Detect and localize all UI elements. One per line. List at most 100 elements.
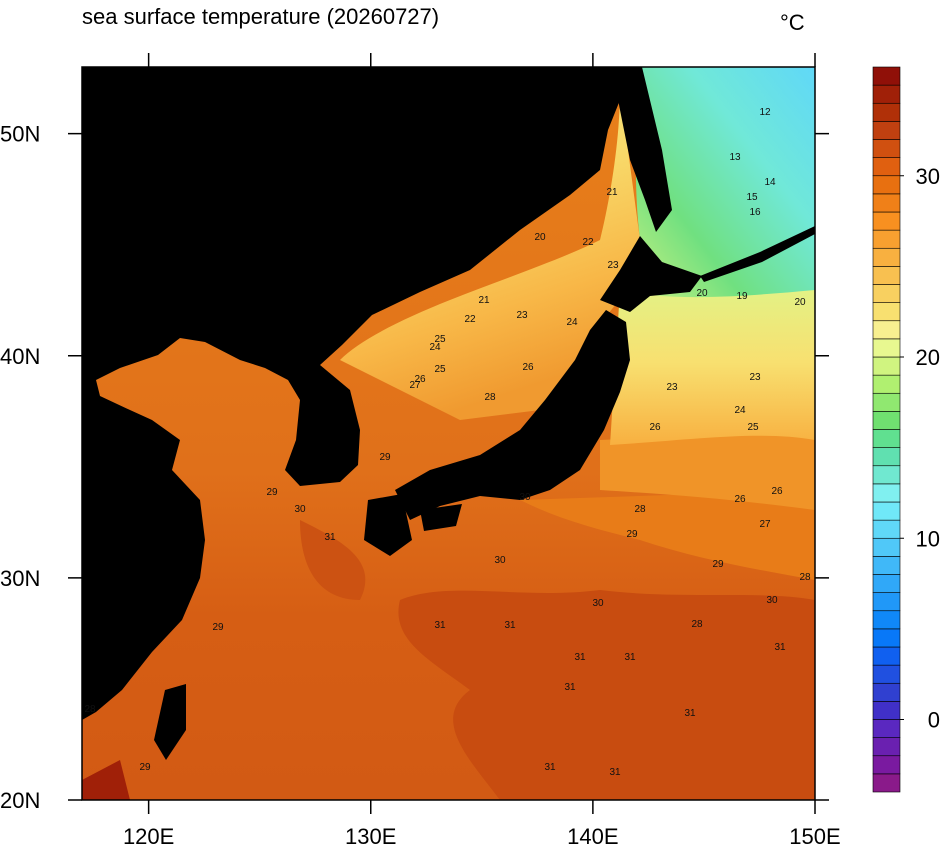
contour-label: 15 [746, 192, 758, 203]
contour-label: 12 [759, 107, 771, 118]
colorbar-segment [872, 556, 901, 575]
contour-label: 30 [519, 492, 531, 503]
colorbar-segment [872, 737, 901, 757]
contour-label: 26 [522, 362, 534, 373]
contour-label: 30 [592, 598, 604, 609]
colorbar-tick-label: 0 [928, 708, 940, 733]
warm-patch [300, 520, 366, 600]
colorbar-segment [872, 646, 901, 666]
land-hokkaido [600, 236, 702, 312]
land-honshu [395, 310, 630, 520]
land-kyushu [364, 494, 412, 556]
cool-band [600, 430, 815, 510]
contour-label: 28 [799, 572, 811, 583]
colorbar-segment [872, 755, 901, 775]
land-sakhalin [612, 67, 672, 232]
contour-label: 21 [606, 187, 618, 198]
contour-label: 28 [691, 619, 703, 630]
colorbar-segment [872, 175, 901, 195]
contour-label: 23 [749, 372, 761, 383]
colorbar-segment [872, 574, 901, 593]
contour-label: 24 [734, 405, 746, 416]
x-tick-label: 150E [789, 824, 840, 849]
land-kurils [700, 226, 815, 282]
map-field [82, 67, 815, 800]
colorbar-segment [872, 392, 901, 412]
colorbar-segment [872, 211, 901, 231]
colorbar-segment [872, 610, 901, 630]
contour-label: 19 [736, 291, 748, 302]
contour-label: 30 [294, 504, 306, 515]
colorbar-segment [872, 102, 901, 122]
contour-label: 25 [434, 334, 446, 345]
contour-label: 20 [696, 288, 708, 299]
warm-patch [82, 760, 130, 800]
contour-label: 26 [734, 494, 746, 505]
y-tick-label: 20N [0, 788, 40, 813]
colorbar-segment [872, 193, 901, 213]
contour-label: 23 [516, 310, 528, 321]
colorbar-segment [872, 501, 901, 521]
colorbar-segment [872, 302, 901, 322]
contour-label: 26 [771, 486, 783, 497]
colorbar-segment [872, 374, 901, 394]
map-title: sea surface temperature (20260727) [82, 4, 439, 29]
contour-label: 14 [764, 177, 776, 188]
contour-label: 27 [409, 380, 421, 391]
contour-label: 23 [607, 260, 619, 271]
colorbar-segment [872, 266, 901, 285]
contour-label: 26 [649, 422, 661, 433]
contour-label: 30 [494, 555, 506, 566]
contour-label: 29 [626, 529, 638, 540]
contour-label: 31 [574, 652, 586, 663]
colorbar-segment [872, 465, 901, 485]
contour-label: 25 [747, 422, 759, 433]
colorbar-tick-label: 30 [916, 164, 940, 189]
x-tick-label: 130E [345, 824, 396, 849]
cool-band [520, 490, 815, 580]
colorbar-segment [872, 483, 901, 503]
colorbar-segment [872, 66, 901, 86]
contour-label: 20 [534, 232, 546, 243]
contour-label: 31 [504, 620, 516, 631]
contour-label: 30 [766, 595, 778, 606]
contour-label: 28 [84, 704, 96, 715]
land-shikoku [420, 504, 462, 531]
contour-label: 16 [749, 207, 761, 218]
sea-of-japan [340, 90, 640, 420]
kuroshio-ext [610, 280, 815, 445]
contour-label: 28 [484, 392, 496, 403]
colorbar-tick-label: 20 [916, 345, 940, 370]
contour-label: 31 [564, 682, 576, 693]
map-frame [81, 66, 816, 801]
land-asia [82, 67, 622, 720]
contour-label: 31 [434, 620, 446, 631]
x-tick-label: 140E [567, 824, 618, 849]
y-tick-label: 30N [0, 566, 40, 591]
contour-label: 31 [774, 642, 786, 653]
colorbar-segment [872, 84, 901, 104]
contour-label: 27 [759, 519, 771, 530]
colorbar-segment [872, 429, 901, 448]
colorbar-segment [872, 139, 901, 158]
contour-label: 29 [266, 487, 278, 498]
colorbar-segment [872, 338, 901, 358]
contour-label: 31 [684, 708, 696, 719]
contour-label: 31 [624, 652, 636, 663]
contour-label: 31 [544, 762, 556, 773]
colorbar-segment [872, 284, 901, 303]
colorbar-segment [872, 628, 901, 648]
x-tick-label: 120E [123, 824, 174, 849]
colorbar-segment [872, 701, 901, 720]
contour-label: 29 [139, 762, 151, 773]
colorbar-segment [872, 592, 901, 612]
contour-label: 20 [794, 297, 806, 308]
colorbar-segment [872, 411, 901, 430]
contour-label: 31 [609, 767, 621, 778]
colorbar-segment [872, 519, 901, 539]
colorbar-segment [872, 157, 901, 177]
unit: °C [780, 10, 805, 35]
colorbar-segment [872, 773, 901, 793]
